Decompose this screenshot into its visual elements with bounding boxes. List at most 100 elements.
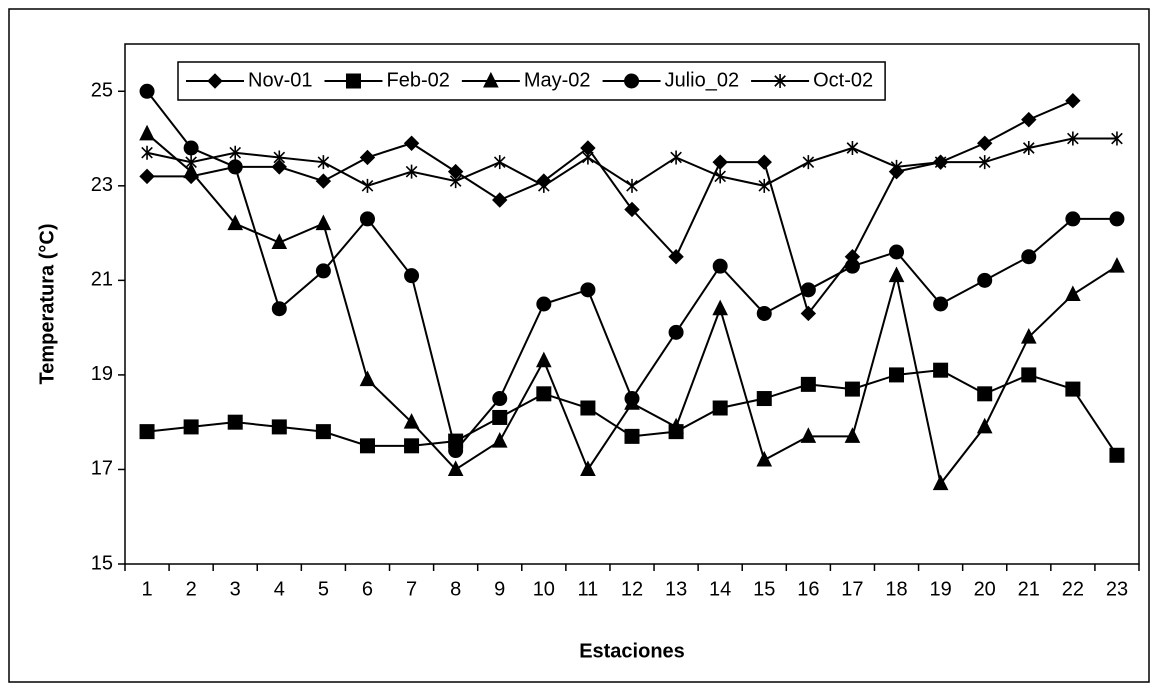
marker	[227, 214, 244, 231]
marker	[624, 391, 640, 407]
marker	[271, 301, 287, 317]
marker	[582, 150, 594, 165]
marker	[889, 367, 905, 383]
marker	[977, 272, 993, 288]
marker	[1065, 381, 1081, 397]
marker	[756, 305, 772, 321]
marker	[977, 386, 993, 402]
marker	[1021, 367, 1037, 383]
marker	[800, 376, 816, 392]
marker	[492, 192, 508, 208]
marker	[359, 149, 376, 166]
marker	[844, 427, 861, 443]
marker	[976, 417, 993, 434]
marker	[317, 155, 330, 170]
legend-label: Julio_02	[665, 69, 740, 91]
marker	[491, 431, 508, 448]
marker	[624, 428, 640, 444]
marker	[756, 154, 772, 170]
x-tick-label: 12	[621, 578, 643, 600]
legend: Nov-01 Feb-02 May-02 Julio_02 Oct-02	[177, 61, 886, 101]
marker	[359, 438, 375, 454]
marker	[933, 296, 949, 312]
marker	[185, 155, 197, 170]
marker	[447, 460, 464, 476]
x-tick-label: 23	[1106, 578, 1128, 600]
x-tick-label: 16	[797, 578, 819, 600]
marker	[800, 427, 817, 443]
marker	[493, 155, 506, 170]
marker	[273, 150, 286, 165]
marker	[449, 174, 462, 189]
series-line	[147, 99, 1074, 316]
marker	[315, 214, 332, 231]
marker	[889, 244, 905, 260]
x-tick-label: 14	[709, 578, 731, 600]
x-tick-label: 6	[362, 578, 373, 600]
marker	[183, 162, 199, 179]
legend-label: Feb-02	[386, 69, 449, 91]
x-tick-label: 11	[578, 578, 599, 600]
marker	[668, 249, 684, 265]
marker	[271, 233, 288, 250]
marker	[1020, 327, 1037, 344]
marker	[1021, 111, 1037, 128]
y-tick-label: 21	[91, 269, 113, 291]
marker	[315, 263, 331, 279]
legend-label: Oct-02	[813, 69, 873, 91]
marker	[536, 386, 552, 402]
marker	[800, 282, 816, 298]
marker	[714, 169, 726, 184]
legend-box	[177, 61, 886, 101]
marker	[315, 424, 331, 440]
marker	[756, 450, 773, 467]
marker	[1111, 131, 1123, 146]
x-tick-label: 8	[450, 578, 461, 600]
marker	[1067, 131, 1079, 146]
x-tick-label: 4	[274, 578, 285, 600]
marker	[844, 381, 860, 397]
marker	[536, 351, 552, 368]
marker	[670, 150, 682, 165]
marker	[1065, 285, 1081, 302]
marker	[668, 324, 684, 340]
marker	[492, 391, 508, 407]
marker	[580, 460, 596, 476]
marker	[758, 178, 771, 193]
marker	[934, 155, 947, 170]
marker	[712, 400, 728, 416]
x-tick-label: 1	[141, 578, 152, 600]
marker	[229, 145, 242, 160]
marker	[1021, 249, 1037, 265]
marker	[626, 178, 638, 193]
marker	[1022, 141, 1035, 155]
marker	[536, 296, 552, 312]
y-tick-label: 19	[91, 363, 113, 385]
marker	[271, 159, 288, 175]
y-axis-label: Temperatura (°C)	[36, 224, 58, 385]
marker	[404, 438, 420, 454]
marker	[933, 362, 949, 378]
marker	[1109, 257, 1125, 273]
marker	[712, 154, 728, 170]
marker	[405, 164, 418, 179]
y-tick-label: 17	[91, 458, 113, 480]
marker	[802, 155, 815, 170]
marker	[361, 178, 374, 193]
marker	[888, 266, 905, 283]
marker	[139, 83, 155, 99]
marker	[207, 73, 223, 89]
marker	[890, 159, 903, 174]
marker	[345, 73, 361, 89]
x-tick-label: 22	[1062, 578, 1084, 600]
marker	[978, 155, 991, 170]
marker	[403, 413, 420, 429]
marker	[668, 417, 684, 434]
marker	[139, 168, 155, 185]
marker	[141, 145, 153, 160]
x-tick-label: 19	[929, 578, 951, 600]
marker	[359, 211, 375, 227]
marker	[1109, 211, 1125, 227]
